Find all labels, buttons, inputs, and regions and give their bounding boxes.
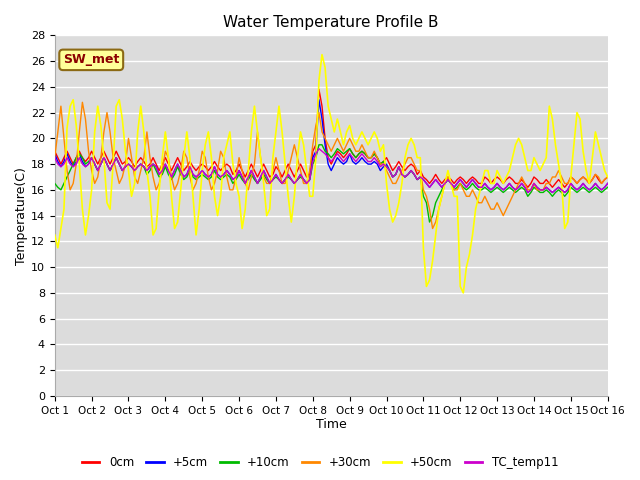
X-axis label: Time: Time bbox=[316, 419, 347, 432]
Legend: 0cm, +5cm, +10cm, +30cm, +50cm, TC_temp11: 0cm, +5cm, +10cm, +30cm, +50cm, TC_temp1… bbox=[77, 452, 563, 474]
Text: SW_met: SW_met bbox=[63, 53, 120, 66]
Title: Water Temperature Profile B: Water Temperature Profile B bbox=[223, 15, 439, 30]
Y-axis label: Temperature(C): Temperature(C) bbox=[15, 167, 28, 264]
